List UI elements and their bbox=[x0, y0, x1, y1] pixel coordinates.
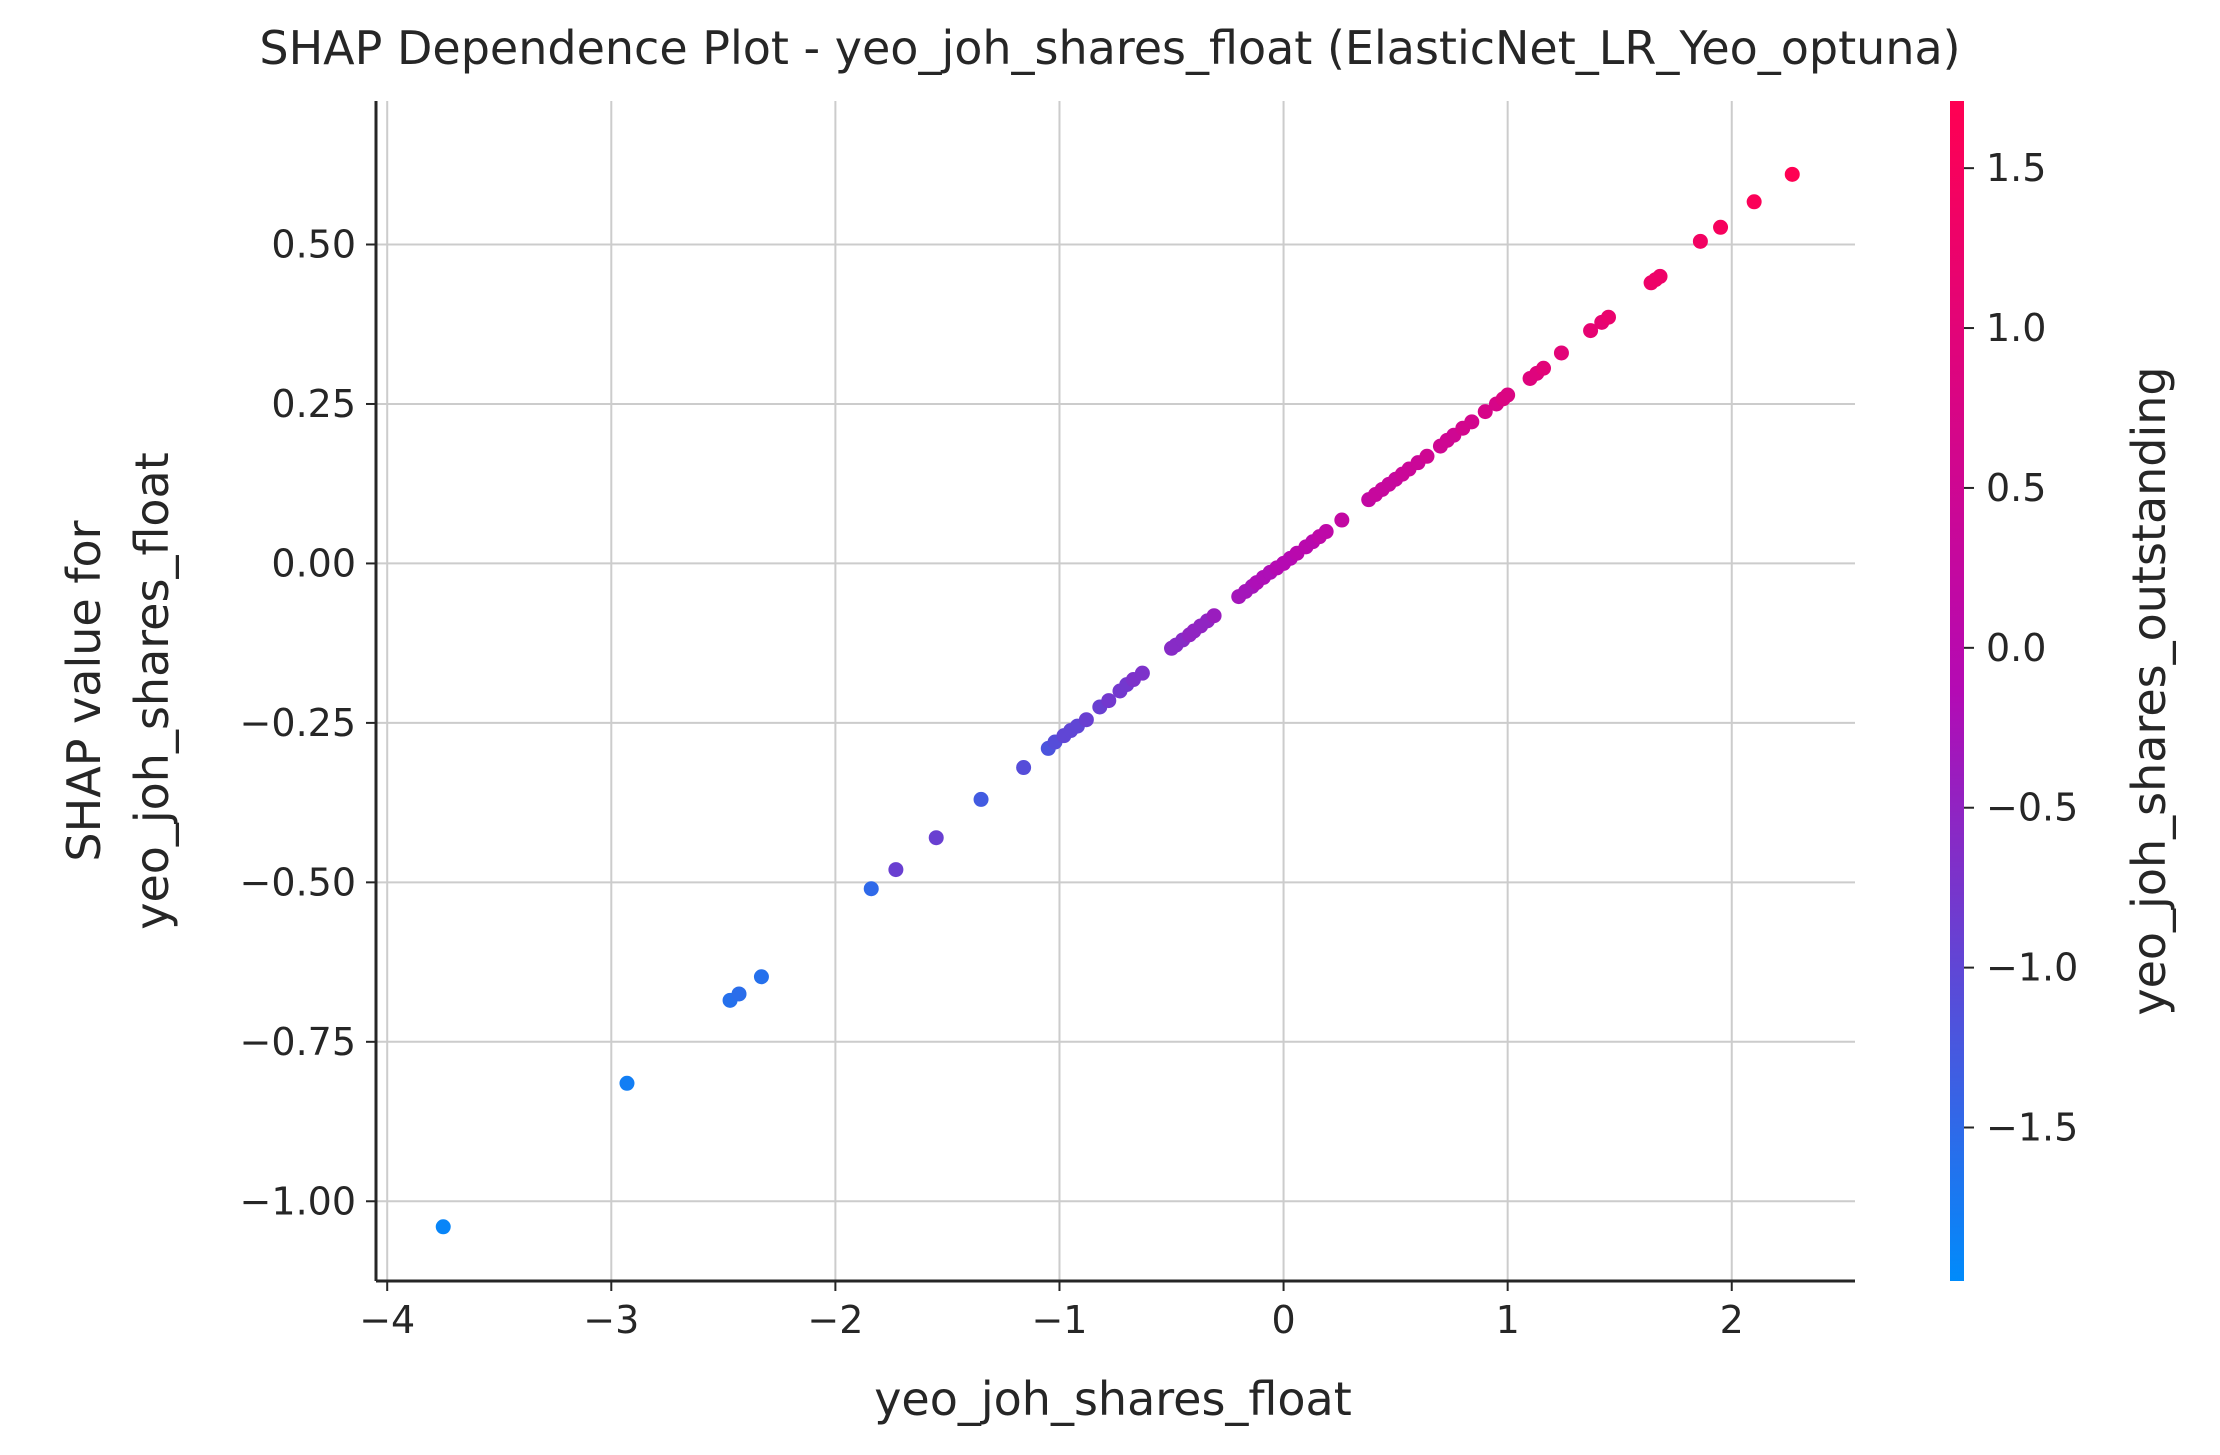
grid-lines bbox=[376, 101, 1855, 1281]
y-tick-label: −1.00 bbox=[240, 1179, 356, 1223]
x-axis-label: yeo_joh_shares_float bbox=[874, 1372, 1352, 1426]
scatter-point bbox=[1334, 512, 1350, 528]
y-axis-label-line2: yeo_joh_shares_float bbox=[125, 452, 179, 930]
scatter-point bbox=[1553, 345, 1569, 361]
scatter-point bbox=[1477, 404, 1493, 420]
scatter-point bbox=[1692, 233, 1708, 249]
colorbar-tick-label: 1.0 bbox=[1986, 306, 2046, 350]
x-tick-label: −4 bbox=[359, 1298, 415, 1342]
x-axis-ticks: −4 −3 −2 −1 0 1 2 bbox=[359, 1281, 1744, 1342]
x-tick-label: 1 bbox=[1496, 1298, 1520, 1342]
scatter-points bbox=[435, 166, 1800, 1235]
y-axis-ticks: 0.50 0.25 0.00 −0.25 −0.50 −0.75 −1.00 bbox=[240, 223, 376, 1223]
scatter-point bbox=[1500, 387, 1516, 403]
scatter-point bbox=[1536, 360, 1552, 376]
scatter-point bbox=[973, 791, 989, 807]
scatter-point bbox=[1016, 760, 1032, 776]
scatter-point bbox=[753, 969, 769, 985]
y-tick-label: 0.50 bbox=[271, 223, 356, 267]
y-tick-label: 0.00 bbox=[271, 541, 356, 585]
scatter-point bbox=[888, 862, 904, 878]
scatter-point bbox=[1464, 414, 1480, 430]
scatter-point bbox=[1583, 323, 1599, 339]
y-axis-label: SHAP value for yeo_joh_shares_float bbox=[57, 452, 179, 930]
scatter-point bbox=[1784, 166, 1800, 182]
scatter-point bbox=[1101, 693, 1117, 709]
scatter-point bbox=[1318, 524, 1334, 540]
scatter-point bbox=[928, 830, 944, 846]
y-tick-label: −0.25 bbox=[240, 701, 356, 745]
scatter-point bbox=[731, 986, 747, 1002]
colorbar-tick-label: 0.0 bbox=[1986, 626, 2046, 670]
colorbar-tick-label: −0.5 bbox=[1986, 786, 2078, 830]
x-tick-label: −3 bbox=[583, 1298, 639, 1342]
x-tick-label: 0 bbox=[1271, 1298, 1295, 1342]
scatter-point bbox=[1206, 608, 1222, 624]
scatter-point bbox=[1601, 309, 1616, 325]
scatter-point bbox=[1746, 194, 1762, 210]
scatter-point bbox=[619, 1075, 635, 1091]
scatter-point bbox=[1134, 665, 1150, 681]
scatter-point bbox=[1078, 712, 1094, 728]
y-tick-label: −0.75 bbox=[240, 1020, 356, 1064]
colorbar-tick-label: −1.5 bbox=[1986, 1106, 2078, 1150]
colorbar-label: yeo_joh_shares_outstanding bbox=[2122, 366, 2176, 1015]
scatter-point bbox=[863, 881, 879, 897]
scatter-point bbox=[1713, 219, 1729, 235]
y-tick-label: 0.25 bbox=[271, 382, 356, 426]
scatter-point bbox=[435, 1219, 451, 1235]
chart-title: SHAP Dependence Plot - yeo_joh_shares_fl… bbox=[259, 21, 1960, 75]
colorbar-ticks: 1.5 1.0 0.5 0.0 −0.5 −1.0 −1.5 bbox=[1964, 146, 2078, 1150]
colorbar-tick-label: 0.5 bbox=[1986, 466, 2046, 510]
colorbar-tick-label: 1.5 bbox=[1986, 146, 2046, 190]
y-tick-label: −0.50 bbox=[240, 860, 356, 904]
colorbar-tick-label: −1.0 bbox=[1986, 946, 2078, 990]
scatter-point bbox=[1419, 448, 1435, 464]
scatter-point bbox=[1652, 268, 1668, 284]
x-tick-label: −1 bbox=[1031, 1298, 1087, 1342]
x-tick-label: −2 bbox=[807, 1298, 863, 1342]
y-axis-label-line1: SHAP value for bbox=[57, 520, 111, 861]
colorbar bbox=[1950, 101, 1964, 1281]
x-tick-label: 2 bbox=[1720, 1298, 1744, 1342]
axes bbox=[374, 101, 1855, 1283]
